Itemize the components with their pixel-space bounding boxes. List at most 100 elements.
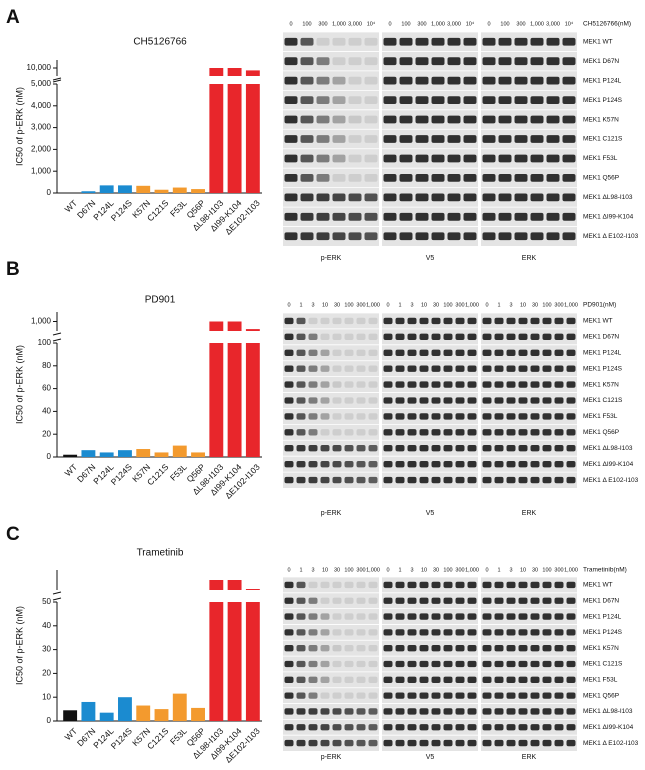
panel-letter: A: [6, 7, 20, 28]
blot-band: [463, 135, 477, 143]
blot-band: [530, 660, 540, 668]
blot-band: [431, 629, 441, 636]
blot-band: [308, 613, 318, 620]
axis-gap: [208, 76, 225, 84]
blot-band: [296, 429, 306, 436]
blot-band: [455, 597, 465, 604]
blot-band: [554, 629, 564, 636]
blot-band: [566, 581, 576, 589]
blot-band: [443, 581, 453, 589]
blot-band: [554, 597, 564, 604]
blot-band: [463, 174, 477, 182]
concentration-label: 30: [532, 567, 538, 573]
blot-band: [518, 349, 528, 356]
blot-band: [514, 193, 528, 202]
blot-band: [399, 232, 413, 241]
blot-band: [506, 381, 516, 388]
blot-band: [415, 154, 429, 163]
blot-band: [494, 676, 504, 683]
blot-band: [284, 460, 294, 468]
blot-band: [482, 645, 492, 652]
blot-band: [395, 333, 405, 341]
blot-band: [482, 597, 492, 604]
blot-band: [530, 232, 544, 241]
blot-band: [506, 724, 516, 731]
y-tick-label: 10: [42, 692, 51, 701]
blot-band: [546, 57, 560, 66]
blot-band: [395, 397, 405, 404]
bar: [81, 450, 96, 457]
blot-band: [431, 193, 445, 202]
blot-band: [530, 676, 540, 683]
concentration-label: 1: [299, 302, 302, 308]
blot-band: [296, 413, 306, 420]
blot-band: [383, 232, 397, 241]
concentration-label: 0: [386, 567, 389, 573]
blot-band: [332, 174, 346, 182]
blot-band: [296, 476, 306, 484]
blot-band: [308, 629, 318, 636]
blot-band: [530, 739, 540, 747]
blot-band: [419, 597, 429, 604]
blot-band: [407, 660, 417, 668]
bar: [136, 185, 151, 193]
blot-band: [320, 317, 330, 325]
blot-band: [395, 460, 405, 468]
blot-band: [518, 676, 528, 683]
blot-band: [506, 581, 516, 589]
y-tick-label: 3,000: [31, 123, 52, 132]
concentration-label: 3,000: [447, 21, 461, 27]
blot-band: [431, 581, 441, 589]
blot-row-label: MEK1 WT: [583, 582, 613, 589]
blot-band: [498, 96, 512, 104]
blot-band: [455, 708, 465, 715]
blot-band: [562, 174, 576, 182]
blot-band: [308, 724, 318, 731]
blot-band: [296, 629, 306, 636]
blot-band: [296, 460, 306, 468]
blot-band: [506, 476, 516, 484]
blot-band: [431, 724, 441, 731]
concentration-label: 3,000: [546, 21, 560, 27]
blot-band: [530, 154, 544, 163]
blot-band: [506, 629, 516, 636]
blot-row-label: MEK1 P124L: [583, 613, 622, 620]
blot-band: [482, 613, 492, 620]
blot-band: [463, 37, 477, 46]
blot-band: [284, 692, 294, 699]
blot-band: [296, 692, 306, 699]
blot-band: [332, 212, 346, 221]
blot-band: [443, 692, 453, 699]
blot-band: [482, 96, 496, 104]
blot-band: [284, 154, 298, 163]
blot-band: [506, 413, 516, 420]
blot-band: [542, 739, 552, 747]
blot-band: [407, 629, 417, 636]
blot-band: [542, 660, 552, 668]
blot-band: [332, 708, 342, 715]
blot-band: [546, 37, 560, 46]
y-tick-label: 0: [47, 188, 52, 197]
concentration-label: 300: [417, 21, 426, 27]
blot-band: [356, 692, 366, 699]
blot-band: [284, 381, 294, 388]
y-tick-label: 1,000: [31, 317, 52, 326]
blot-band: [514, 212, 528, 221]
blot-band: [498, 135, 512, 143]
concentration-label: 10: [421, 567, 427, 573]
blot-band: [554, 317, 564, 325]
blot-band: [518, 317, 528, 325]
blot-band: [562, 232, 576, 241]
blot-band: [415, 174, 429, 182]
blot-band: [467, 581, 477, 589]
blot-band: [530, 174, 544, 182]
blot-band: [356, 645, 366, 652]
blot-band: [482, 676, 492, 683]
blot-band: [455, 645, 465, 652]
blot-band: [463, 57, 477, 66]
blot-row-label: MEK1 Q56P: [583, 175, 619, 182]
bar: [118, 697, 132, 721]
blot-band: [419, 660, 429, 668]
blot-band: [566, 597, 576, 604]
blot-band: [554, 739, 564, 747]
